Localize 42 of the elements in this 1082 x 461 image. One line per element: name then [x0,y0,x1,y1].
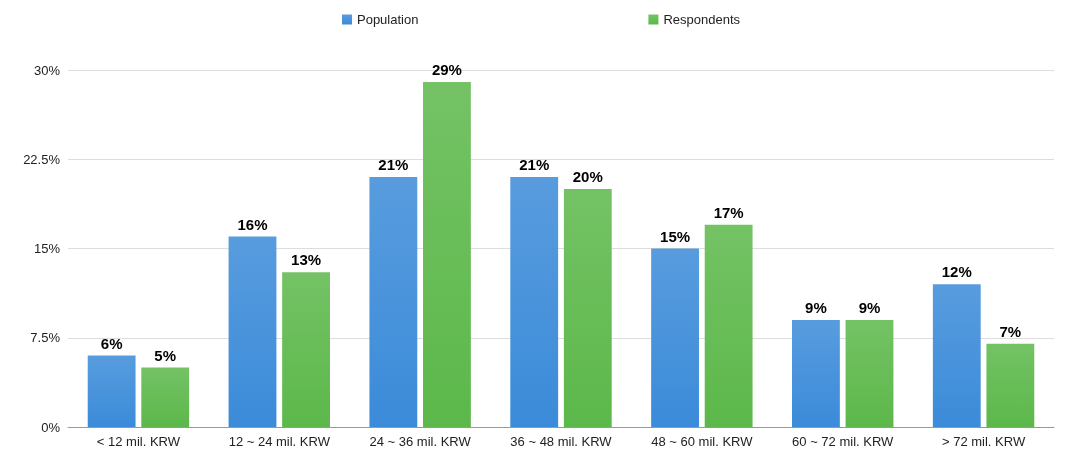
x-tick-label: > 72 mil. KRW [941,434,1026,449]
data-label: 16% [237,215,268,233]
bar [651,248,699,427]
x-tick-label: 60 ~ 72 mil. KRW [792,434,895,449]
bar [423,81,471,427]
data-label: 9% [805,298,827,316]
data-label: 21% [519,156,550,174]
bar [986,343,1035,427]
bar [141,367,190,427]
bar [845,319,894,427]
data-label: 17% [713,203,744,221]
bar [87,355,136,427]
y-tick-label: 0% [41,419,61,435]
x-tick-label: 12 ~ 24 mil. KRW [228,434,331,449]
bar [704,224,753,427]
bar [228,236,277,427]
bar [282,272,330,427]
data-label: 5% [154,346,177,364]
data-label: 9% [858,298,881,316]
data-label: 15% [660,227,691,245]
bar [932,284,981,427]
bar [510,177,559,427]
x-tick-label: 36 ~ 48 mil. KRW [510,434,613,449]
x-tick-label: < 12 mil. KRW [96,434,181,449]
bar [792,319,840,427]
legend-label: Population [356,12,419,27]
data-label: 20% [572,168,603,185]
data-label: 12% [941,263,972,281]
bar [369,177,418,427]
y-tick-label: 22.5% [23,151,61,167]
x-tick-label: 48 ~ 60 mil. KRW [651,434,754,449]
y-tick-label: 15% [33,241,61,256]
x-tick-label: 24 ~ 36 mil. KRW [369,434,472,449]
y-tick-label: 30% [33,62,61,78]
data-label: 21% [378,156,409,174]
data-label: 6% [100,334,123,352]
bar [563,189,612,427]
data-label: 7% [999,322,1022,340]
data-label: 29% [431,60,462,78]
y-tick-label: 7.5% [30,330,61,346]
data-label: 13% [291,251,322,269]
legend-label: Respondents [663,12,741,27]
